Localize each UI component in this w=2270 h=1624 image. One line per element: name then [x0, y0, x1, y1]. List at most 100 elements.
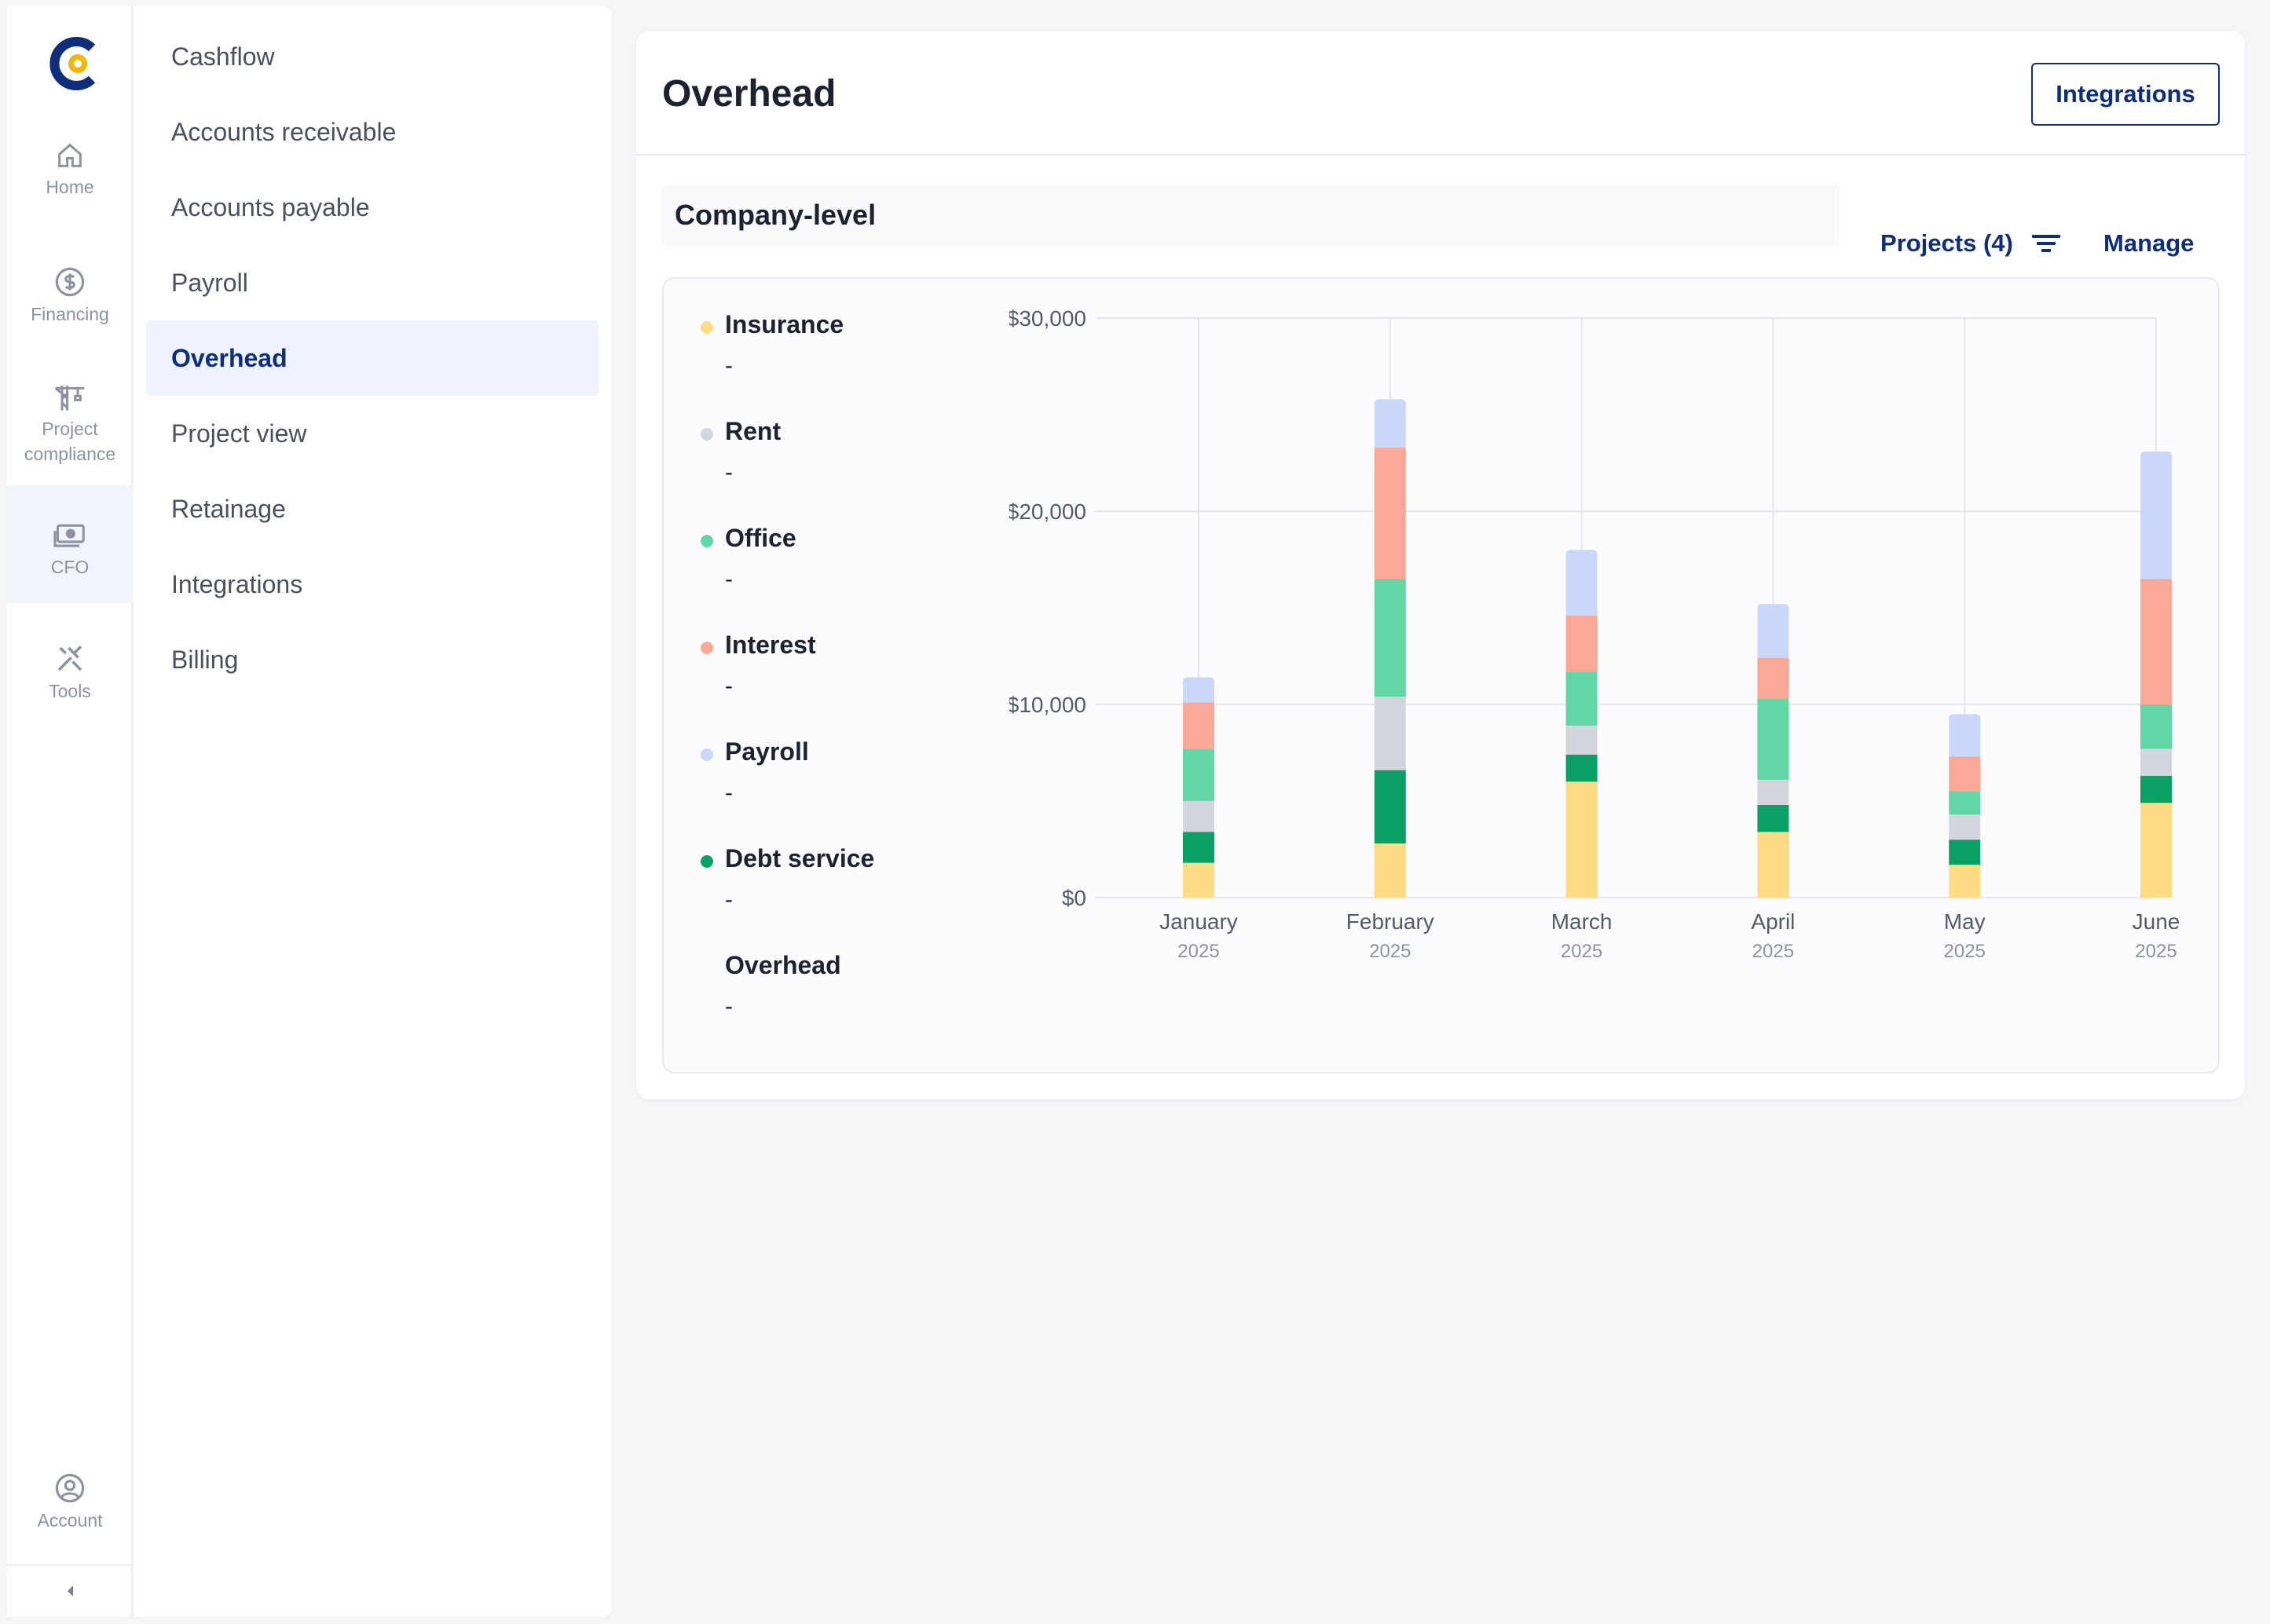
scope-bar: Company-level	[662, 183, 1840, 247]
bar-segment-office	[1565, 671, 1598, 726]
cfo-subnav: Cashflow Accounts receivable Accounts pa…	[134, 6, 611, 1616]
bar-segment-rent	[2140, 748, 2172, 777]
x-tick-label: April	[1751, 909, 1795, 934]
office-legend-dot	[701, 535, 713, 547]
x-tick-sublabel: 2025	[1177, 941, 1219, 962]
bar-segment-insurance	[1757, 832, 1789, 898]
rail-item-project-compliance[interactable]: Project compliance	[7, 382, 133, 484]
legend-label: Interest	[725, 631, 816, 659]
rail-label-cfo: CFO	[50, 557, 90, 577]
cash-icon	[53, 524, 85, 547]
bar-segment-interest	[1757, 657, 1789, 699]
bar-segment-payroll	[1757, 604, 1789, 658]
bar-segment-office	[1949, 791, 1981, 815]
bar-segment-debt-service	[1565, 754, 1598, 782]
bar-segment-office	[1183, 748, 1214, 801]
rail-label-tools: Tools	[49, 681, 91, 701]
bar-segment-debt-service	[2140, 776, 2172, 803]
rent-legend-dot	[701, 428, 713, 441]
bar-segment-payroll	[1949, 714, 1981, 757]
icon-rail: Home Financing Project compliance CFO	[7, 6, 133, 1616]
bar-segment-insurance	[1565, 781, 1598, 898]
legend-item-debt-service: Debt service -	[695, 844, 994, 951]
tools-icon	[57, 646, 82, 671]
rail-item-account[interactable]: Account	[7, 1472, 133, 1558]
y-tick-label: $10,000	[1009, 693, 1086, 717]
subnav-item-project-view[interactable]: Project view	[171, 419, 307, 448]
bar-segment-payroll	[1565, 550, 1598, 616]
rail-label-project-compliance: Project compliance	[24, 419, 116, 464]
legend-label: Insurance	[725, 310, 844, 338]
subnav-item-accounts-receivable[interactable]: Accounts receivable	[171, 117, 397, 146]
x-tick-sublabel: 2025	[1561, 941, 1602, 962]
x-tick-sublabel: 2025	[1944, 941, 1986, 962]
projects-filter-label: Projects (4)	[1880, 229, 2013, 257]
manage-link[interactable]: Manage	[2103, 229, 2195, 257]
legend-value: -	[725, 566, 733, 592]
rail-label-financing: Financing	[31, 304, 109, 324]
legend-value: -	[725, 780, 733, 806]
chart-legend: Insurance - Rent - Office - Interest -	[695, 310, 994, 1058]
debt-service-legend-dot	[701, 855, 713, 868]
rail-label-account: Account	[37, 1510, 103, 1531]
x-tick-sublabel: 2025	[1369, 941, 1411, 962]
card-header: Overhead Integrations	[636, 31, 2245, 155]
x-tick-label: May	[1944, 909, 1986, 934]
bar-segment-interest	[1949, 756, 1981, 792]
bar-segment-insurance	[1183, 862, 1214, 898]
bar-segment-interest	[2140, 579, 2172, 704]
bar-segment-rent	[1757, 779, 1789, 805]
legend-item-overhead-total: Overhead -	[695, 951, 994, 1058]
legend-item-interest: Interest -	[695, 631, 994, 737]
legend-value: -	[725, 353, 733, 379]
legend-value: -	[725, 673, 733, 699]
bar-segment-payroll	[1374, 399, 1406, 448]
rail-label-home: Home	[46, 177, 94, 197]
bar-segment-interest	[1374, 447, 1406, 580]
bar-segment-interest	[1565, 615, 1598, 672]
bar-segment-debt-service	[1374, 770, 1406, 844]
y-tick-label: $30,000	[1009, 306, 1086, 331]
collapse-rail-button[interactable]	[7, 1564, 133, 1616]
x-tick-sublabel: 2025	[1752, 941, 1794, 962]
subnav-item-integrations[interactable]: Integrations	[171, 569, 303, 598]
legend-item-office: Office -	[695, 524, 994, 631]
subnav-item-retainage[interactable]: Retainage	[171, 494, 286, 523]
subnav-item-cashflow[interactable]: Cashflow	[171, 42, 275, 71]
legend-value: -	[725, 887, 733, 913]
projects-filter-button[interactable]: Projects (4)	[1880, 229, 2062, 258]
rail-item-cfo[interactable]: CFO	[7, 485, 133, 603]
filter-icon	[2031, 235, 2060, 252]
legend-item-payroll: Payroll -	[695, 737, 994, 844]
brand-logo[interactable]	[46, 32, 109, 95]
y-tick-label: $0	[1062, 886, 1086, 910]
y-tick-label: $20,000	[1009, 499, 1086, 524]
insurance-legend-dot	[701, 321, 713, 334]
subnav-item-accounts-payable[interactable]: Accounts payable	[171, 192, 370, 221]
chevron-left-icon	[68, 1586, 73, 1597]
subnav-item-billing[interactable]: Billing	[171, 645, 239, 674]
bar-segment-insurance	[1374, 843, 1406, 898]
page-title: Overhead	[662, 73, 837, 115]
rail-item-home[interactable]: Home	[7, 140, 133, 226]
user-icon	[55, 1473, 85, 1503]
bar-segment-interest	[1183, 702, 1214, 749]
legend-value: -	[725, 459, 733, 485]
bar-segment-office	[2140, 704, 2172, 749]
x-tick-label: January	[1159, 909, 1238, 934]
rail-item-tools[interactable]: Tools	[7, 642, 133, 729]
subnav-item-overhead[interactable]: Overhead	[146, 320, 599, 396]
subnav-item-payroll[interactable]: Payroll	[171, 268, 248, 297]
legend-value: -	[725, 993, 733, 1019]
overhead-card: Overhead Integrations Company-level Proj…	[636, 31, 2245, 1099]
bar-segment-debt-service	[1183, 832, 1214, 863]
home-icon	[58, 143, 82, 167]
x-tick-label: March	[1551, 909, 1613, 934]
rail-item-financing[interactable]: Financing	[7, 265, 133, 352]
integrations-button[interactable]: Integrations	[2031, 63, 2220, 126]
legend-label: Rent	[725, 417, 782, 445]
payroll-legend-dot	[701, 748, 713, 761]
x-tick-label: June	[2133, 909, 2180, 934]
dollar-icon	[55, 267, 85, 297]
